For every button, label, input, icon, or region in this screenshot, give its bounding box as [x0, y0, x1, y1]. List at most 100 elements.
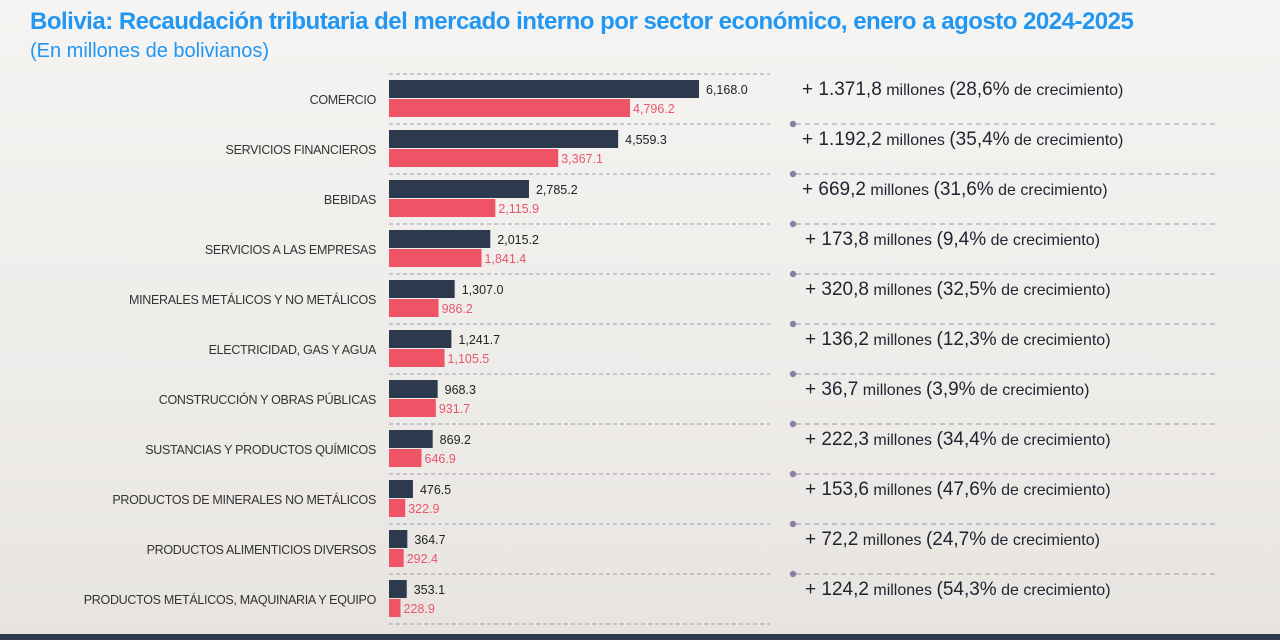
value-label-2024: 292.4 [407, 552, 438, 566]
bar-2025 [389, 580, 407, 598]
value-label-2025: 2,015.2 [497, 233, 539, 247]
growth-annotation: + 72,2 millones (24,7% de crecimiento) [805, 529, 1100, 551]
value-label-2025: 364.7 [414, 533, 445, 547]
separator-dot [789, 220, 797, 228]
growth-annotation: + 1.192,2 millones (35,4% de crecimiento… [802, 129, 1123, 151]
growth-unit: millones [868, 432, 937, 449]
value-label-2025: 4,559.3 [625, 133, 667, 147]
value-label-2024: 322.9 [408, 502, 439, 516]
separator-dot [789, 370, 797, 378]
growth-annotation: + 136,2 millones (12,3% de crecimiento) [805, 329, 1111, 351]
category-label: COMERCIO [310, 93, 377, 107]
growth-percent: (32,5% [936, 279, 997, 300]
growth-amount: + 124,2 [805, 579, 869, 600]
category-label: BEBIDAS [324, 193, 376, 207]
bar-2024 [389, 349, 445, 367]
value-label-2025: 1,241.7 [458, 333, 500, 347]
bar-2024 [389, 249, 482, 267]
growth-suffix: de crecimiento) [996, 282, 1111, 299]
growth-percent: (28,6% [949, 79, 1010, 100]
growth-percent: (47,6% [936, 479, 997, 500]
growth-unit: millones [868, 282, 937, 299]
growth-amount: + 1.371,8 [802, 79, 882, 100]
growth-percent: (35,4% [949, 129, 1010, 150]
growth-suffix: de crecimiento) [1009, 82, 1124, 99]
bar-2024 [389, 399, 436, 417]
growth-percent: (9,4% [936, 229, 987, 250]
separator-dot [789, 170, 797, 178]
growth-percent: (24,7% [925, 529, 987, 550]
growth-unit: millones [868, 232, 937, 249]
category-label: CONSTRUCCIÓN Y OBRAS PÚBLICAS [159, 392, 376, 407]
chart-subtitle: (En millones de bolivianos) [30, 40, 270, 62]
value-label-2025: 869.2 [440, 433, 471, 447]
separator-dot [789, 120, 797, 128]
category-label: PRODUCTOS DE MINERALES NO METÁLICOS [112, 492, 376, 507]
bar-2025 [389, 80, 699, 98]
growth-amount: + 72,2 [805, 529, 859, 550]
category-label: PRODUCTOS METÁLICOS, MAQUINARIA Y EQUIPO [84, 592, 377, 607]
growth-annotation: + 1.371,8 millones (28,6% de crecimiento… [802, 79, 1123, 101]
growth-amount: + 36,7 [805, 379, 859, 400]
growth-suffix: de crecimiento) [986, 232, 1100, 249]
value-label-2024: 3,367.1 [561, 152, 603, 166]
bar-2025 [389, 130, 619, 148]
growth-amount: + 153,6 [805, 479, 869, 500]
growth-unit: millones [868, 482, 937, 499]
bar-2024 [389, 549, 404, 567]
growth-suffix: de crecimiento) [996, 582, 1111, 599]
growth-amount: + 669,2 [802, 179, 866, 200]
bar-2025 [389, 230, 491, 248]
bar-2025 [389, 530, 408, 548]
value-label-2025: 6,168.0 [706, 83, 748, 97]
growth-unit: millones [865, 182, 934, 199]
growth-annotation: + 36,7 millones (3,9% de crecimiento) [805, 379, 1089, 401]
growth-suffix: de crecimiento) [1009, 132, 1124, 149]
bar-2024 [389, 99, 631, 117]
bar-2025 [389, 380, 438, 398]
growth-amount: + 1.192,2 [802, 129, 882, 150]
category-label: PRODUCTOS ALIMENTICIOS DIVERSOS [147, 543, 376, 557]
category-label: SERVICIOS FINANCIEROS [226, 143, 376, 157]
bar-2025 [389, 430, 433, 448]
growth-percent: (3,9% [925, 379, 976, 400]
growth-annotation: + 124,2 millones (54,3% de crecimiento) [805, 579, 1111, 601]
growth-amount: + 222,3 [805, 429, 869, 450]
value-label-2025: 476.5 [420, 483, 451, 497]
growth-suffix: de crecimiento) [986, 532, 1100, 549]
growth-amount: + 320,8 [805, 279, 869, 300]
growth-suffix: de crecimiento) [996, 332, 1111, 349]
growth-suffix: de crecimiento) [996, 482, 1111, 499]
growth-unit: millones [858, 382, 926, 399]
growth-unit: millones [881, 132, 950, 149]
growth-suffix: de crecimiento) [996, 432, 1111, 449]
value-label-2024: 2,115.9 [498, 202, 539, 216]
growth-percent: (12,3% [936, 329, 997, 350]
bar-2024 [389, 599, 401, 617]
growth-annotation: + 173,8 millones (9,4% de crecimiento) [805, 229, 1100, 251]
value-label-2024: 1,105.5 [448, 352, 490, 366]
bar-2024 [389, 499, 406, 517]
growth-unit: millones [868, 582, 937, 599]
growth-annotation: + 222,3 millones (34,4% de crecimiento) [805, 429, 1111, 451]
value-label-2025: 1,307.0 [462, 283, 504, 297]
bar-2024 [389, 149, 559, 167]
category-label: SUSTANCIAS Y PRODUCTOS QUÍMICOS [145, 442, 376, 457]
separator-dot [789, 570, 797, 578]
growth-amount: + 173,8 [805, 229, 869, 250]
value-label-2025: 353.1 [414, 583, 445, 597]
category-label: MINERALES METÁLICOS Y NO METÁLICOS [129, 292, 376, 307]
separator-dot [789, 420, 797, 428]
growth-suffix: de crecimiento) [993, 182, 1108, 199]
category-label: SERVICIOS A LAS EMPRESAS [205, 243, 376, 257]
growth-annotation: + 669,2 millones (31,6% de crecimiento) [802, 179, 1108, 201]
growth-annotation: + 320,8 millones (32,5% de crecimiento) [805, 279, 1111, 301]
bar-2024 [389, 199, 496, 217]
bar-2025 [389, 330, 452, 348]
bar-2024 [389, 299, 439, 317]
growth-amount: + 136,2 [805, 329, 869, 350]
growth-annotation: + 153,6 millones (47,6% de crecimiento) [805, 479, 1111, 501]
bar-2025 [389, 180, 529, 198]
bar-2025 [389, 280, 455, 298]
